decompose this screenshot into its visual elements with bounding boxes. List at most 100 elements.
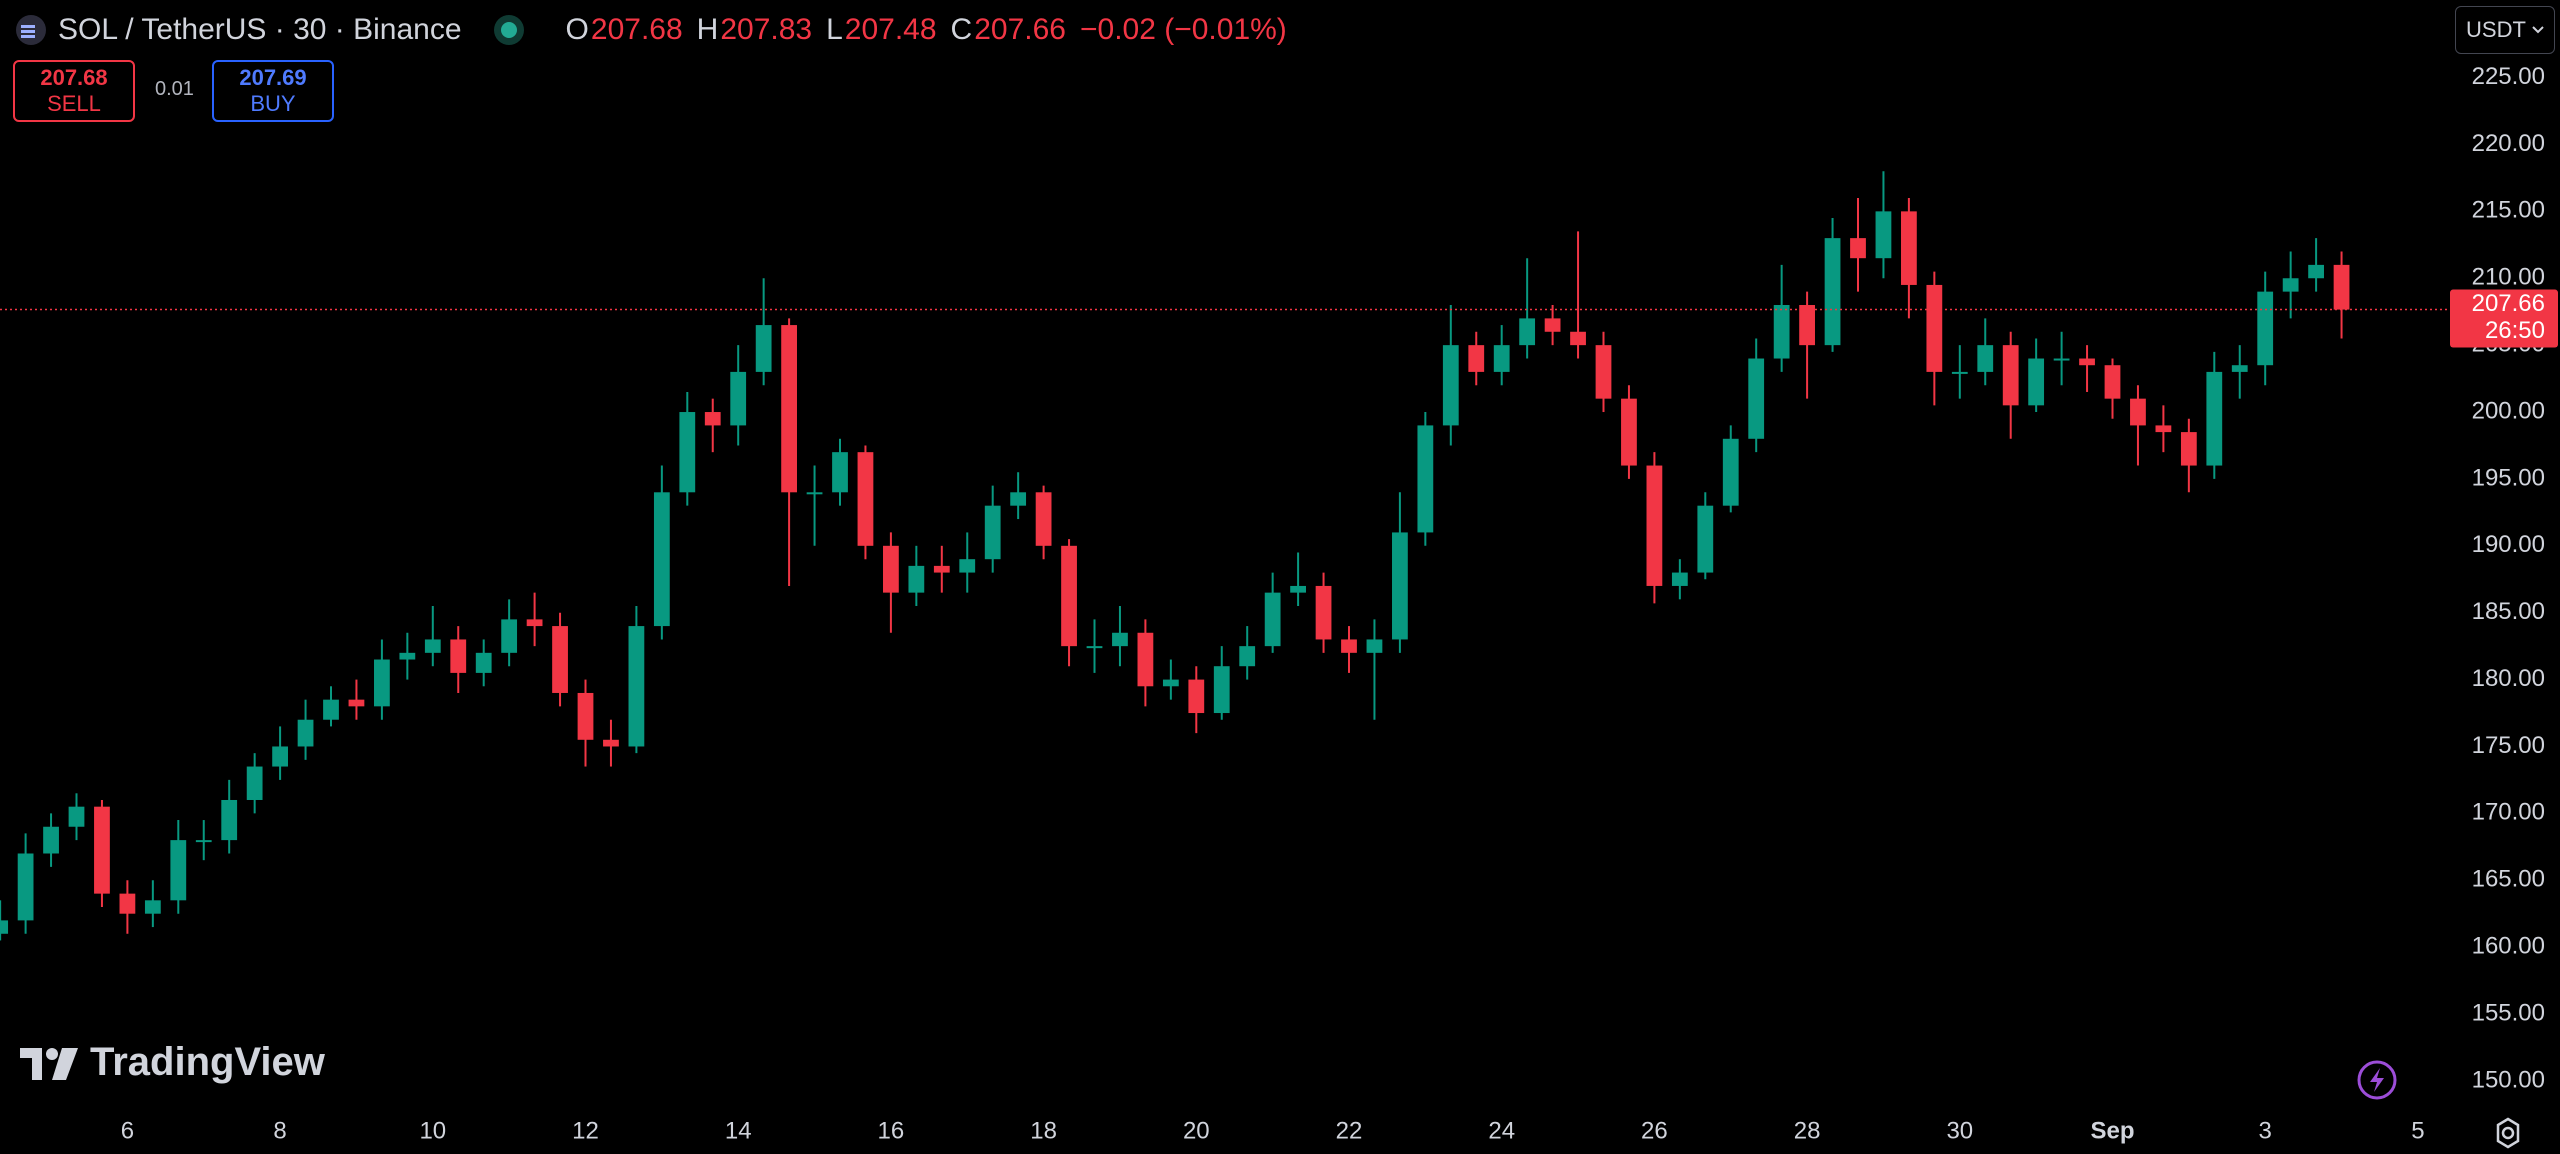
- candle-body: [144, 900, 161, 914]
- candle-body: [1824, 238, 1841, 346]
- candle-body: [959, 559, 976, 573]
- ohlc-key: L: [826, 13, 843, 46]
- candle-body: [2282, 278, 2299, 292]
- candle-body: [399, 652, 416, 660]
- x-tick-label: 30: [1946, 1117, 1973, 1144]
- candle-body: [1875, 211, 1892, 259]
- candle-body: [2002, 345, 2019, 406]
- ohlc-legend: O207.68 H207.83 L207.48 C207.66: [566, 13, 1080, 47]
- candle-body: [221, 799, 238, 841]
- sell-label: SELL: [47, 91, 101, 116]
- candle-body: [475, 652, 492, 673]
- settings-button[interactable]: [2490, 1115, 2526, 1151]
- candle-body: [1901, 211, 1917, 285]
- ohlc-key: C: [950, 13, 973, 46]
- candle-body: [832, 452, 848, 493]
- x-tick-label: 20: [1183, 1117, 1210, 1144]
- candle-body: [1290, 585, 1306, 593]
- x-tick-label: 24: [1488, 1117, 1515, 1144]
- candle-body: [2180, 432, 2197, 466]
- candle-body: [1926, 284, 1943, 372]
- chevron: [2532, 26, 2544, 34]
- candle-body: [552, 626, 568, 693]
- x-tick-label: 18: [1030, 1117, 1057, 1144]
- candle-body: [933, 565, 950, 573]
- x-tick-label: 28: [1794, 1117, 1821, 1144]
- candle-body: [1595, 345, 1612, 399]
- candle-body: [883, 545, 899, 593]
- candle-body: [1417, 425, 1434, 533]
- candle-body: [1392, 532, 1408, 640]
- candle-body: [1035, 492, 1052, 546]
- y-tick-label: 170.00: [2472, 799, 2545, 826]
- buy-button[interactable]: 207.69 BUY: [212, 60, 334, 122]
- ohlc-value: 207.48: [844, 13, 937, 46]
- candle-body: [1315, 585, 1332, 640]
- candle-body: [781, 325, 797, 493]
- candle-body: [119, 893, 136, 914]
- candle-body: [1544, 318, 1561, 332]
- candle-body: [1722, 438, 1739, 506]
- buy-label: BUY: [250, 91, 296, 116]
- candle-body: [1671, 572, 1688, 586]
- y-tick-label: 160.00: [2472, 932, 2545, 959]
- y-tick-label: 210.00: [2472, 264, 2545, 291]
- candle-body: [1213, 666, 1230, 714]
- candle-body: [374, 659, 390, 707]
- candle-body: [603, 739, 619, 747]
- candle-body: [628, 626, 645, 747]
- x-tick-label: 14: [725, 1117, 752, 1144]
- candle-body: [730, 371, 747, 426]
- y-tick-label: 150.00: [2472, 1066, 2545, 1093]
- x-tick-label: 22: [1336, 1117, 1363, 1144]
- x-tick-label: 3: [2259, 1117, 2272, 1144]
- candle-body: [323, 699, 339, 720]
- candle-body: [297, 719, 314, 747]
- candle-body: [806, 492, 823, 495]
- candle-body: [0, 920, 9, 934]
- y-tick-label: 190.00: [2472, 531, 2545, 558]
- candle-body: [424, 639, 441, 653]
- watermark: TradingView: [90, 1040, 325, 1084]
- y-tick-label: 215.00: [2472, 197, 2545, 224]
- change: −0.02 (−0.01%): [1079, 13, 1287, 46]
- y-tick-label: 225.00: [2472, 63, 2545, 90]
- x-tick-label: 6: [121, 1117, 134, 1144]
- candle-body: [1748, 358, 1765, 439]
- lightning-button[interactable]: [2356, 1059, 2398, 1101]
- candle-body: [195, 840, 212, 843]
- sell-button[interactable]: 207.68 SELL: [13, 60, 135, 122]
- x-tick-label: 12: [572, 1117, 599, 1144]
- candle-body: [1239, 646, 1256, 667]
- candle-body: [2231, 365, 2248, 372]
- y-tick-label: 155.00: [2472, 999, 2545, 1026]
- candle-body: [984, 505, 1001, 560]
- candle-body: [2079, 358, 2095, 366]
- candle-body: [2308, 264, 2324, 279]
- candle-body: [501, 619, 518, 653]
- x-tick-label: 26: [1641, 1117, 1668, 1144]
- last-price-label: 207.66: [2472, 290, 2545, 317]
- symbol-title[interactable]: SOL / TetherUS · 30 · Binance: [58, 13, 462, 46]
- x-tick-label: 10: [419, 1117, 446, 1144]
- candle-body: [577, 692, 594, 740]
- currency: USDT: [2466, 17, 2526, 42]
- ohlc-value: 207.83: [720, 13, 813, 46]
- spread: 0.01: [155, 78, 194, 100]
- candle-body: [1799, 305, 1815, 346]
- symbol-icon: [16, 15, 46, 45]
- candle-body: [679, 412, 696, 493]
- candle-body: [2104, 365, 2121, 399]
- watermark-logo: [20, 1048, 78, 1080]
- candle-body: [2130, 398, 2146, 426]
- y-tick-label: 195.00: [2472, 464, 2545, 491]
- x-tick-label: 8: [273, 1117, 286, 1144]
- candle-body: [1341, 639, 1357, 653]
- candle-body: [704, 412, 721, 426]
- candle-body: [68, 806, 85, 827]
- candle-body: [94, 806, 110, 894]
- candle-body: [1264, 592, 1281, 647]
- currency-button[interactable]: USDT: [2455, 6, 2555, 54]
- candle-body: [246, 766, 263, 800]
